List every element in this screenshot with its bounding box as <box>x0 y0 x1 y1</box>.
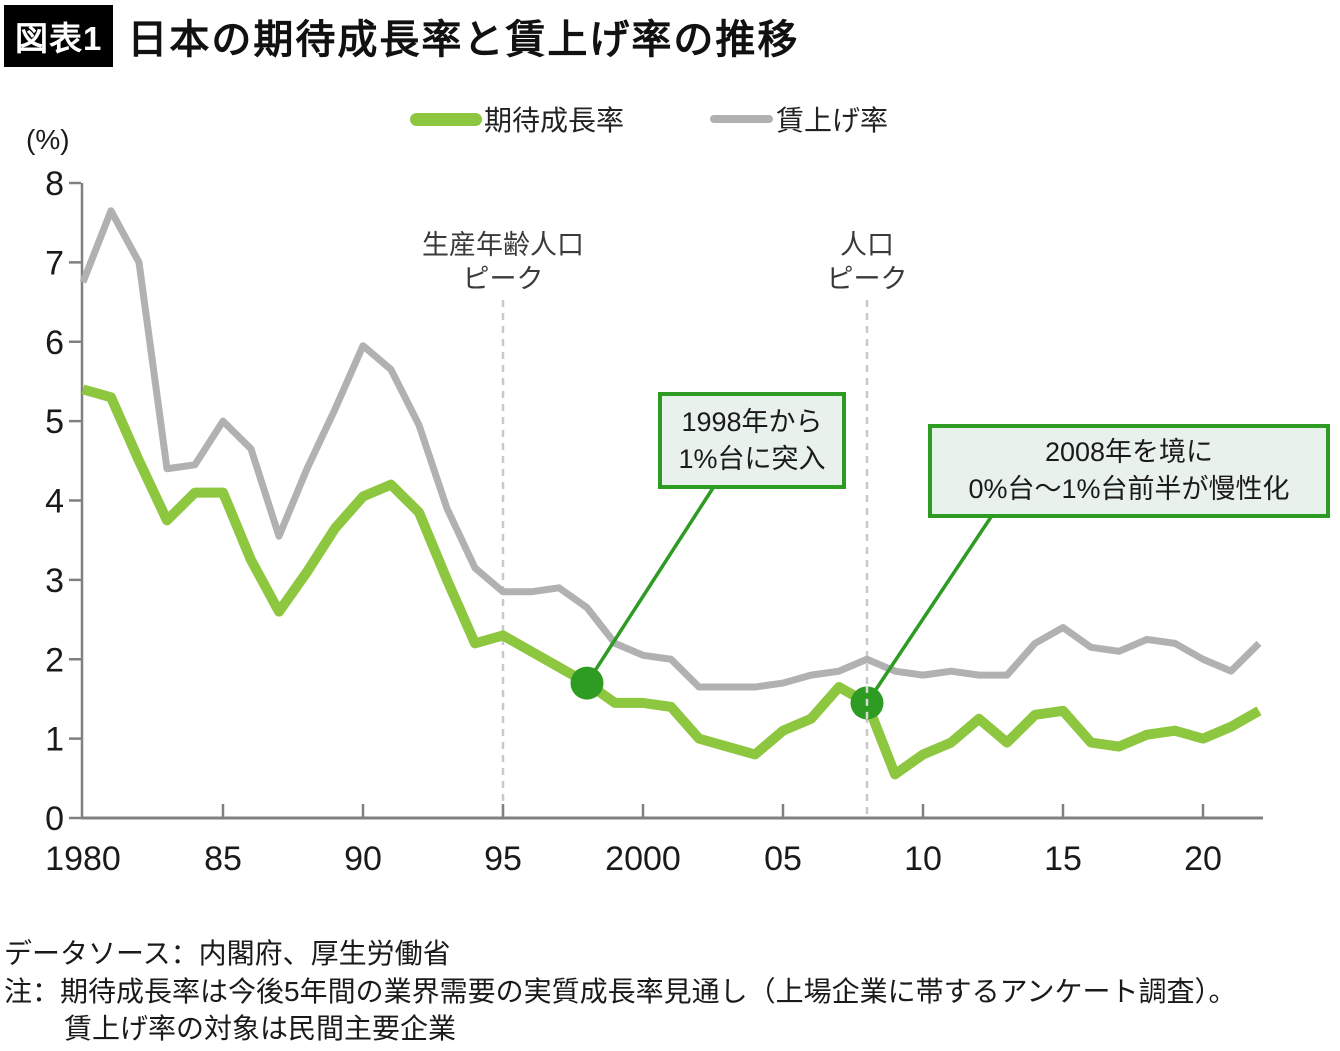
callout-1998: 1998年から 1%台に突入 <box>658 392 846 489</box>
figure-tag: 図表1 <box>4 5 114 67</box>
marker-1998 <box>570 666 604 700</box>
vline-label-line2: ピーク <box>826 264 908 294</box>
callout-2008: 2008年を境に 0%台～1%台前半が慢性化 <box>928 424 1330 518</box>
vline-label-population-peak: 人口 ピーク <box>787 228 947 296</box>
vline-label-line1: 生産年齢人口 <box>422 230 584 260</box>
y-tick-label: 4 <box>45 483 64 521</box>
wage-hike-line <box>79 207 1262 691</box>
legend: 期待成長率 賃上げ率 <box>410 99 888 139</box>
header: 図表1 日本の期待成長率と賃上げ率の推移 <box>4 5 799 67</box>
wage-line-swatch-icon <box>710 115 774 123</box>
legend-item-wage: 賃上げ率 <box>710 99 888 139</box>
x-tick-label: 15 <box>1044 840 1082 878</box>
callout-text-line2: 0%台～1%台前半が慢性化 <box>968 474 1290 504</box>
callout-text-line1: 2008年を境に <box>1044 437 1214 467</box>
x-tick-label: 2000 <box>605 840 681 878</box>
y-tick-label: 2 <box>45 641 64 679</box>
legend-item-growth: 期待成長率 <box>410 99 624 139</box>
y-tick-label: 6 <box>45 324 64 362</box>
y-axis-unit-label: (%) <box>26 124 70 155</box>
y-tick-label: 3 <box>45 562 64 600</box>
x-tick-label: 20 <box>1184 840 1222 878</box>
legend-label-wage: 賃上げ率 <box>776 105 889 136</box>
legend-label-growth: 期待成長率 <box>484 105 625 136</box>
footnote-1: 注：期待成長率は今後5年間の業界需要の実質成長率見通し（上場企業に帯するアンケー… <box>4 976 1237 1007</box>
x-tick-label: 10 <box>904 840 942 878</box>
x-tick-label: 05 <box>764 840 802 878</box>
callout-connector-1 <box>585 487 715 685</box>
data-source-note: データソース：内閣府、厚生労働省 <box>4 938 451 969</box>
x-tick-label: 1980 <box>45 840 121 878</box>
footnote-2: 賃上げ率の対象は民間主要企業 <box>64 1013 457 1044</box>
callout-text-line1: 1998年から <box>681 406 823 437</box>
callout-connector-2 <box>865 516 993 704</box>
vline-label-line1: 人口 <box>840 230 894 260</box>
vline-label-line2: ピーク <box>462 264 544 294</box>
y-tick-label: 5 <box>45 403 64 441</box>
expected-growth-line <box>81 384 1262 780</box>
y-tick-label: 1 <box>45 721 64 759</box>
y-tick-label: 8 <box>45 165 64 203</box>
y-tick-label: 7 <box>45 244 64 282</box>
vline-label-working-age-peak: 生産年齢人口 ピーク <box>393 228 613 296</box>
page-title: 日本の期待成長率と賃上げ率の推移 <box>127 18 800 62</box>
y-tick-label: 0 <box>45 800 64 838</box>
x-tick-label: 90 <box>344 840 382 878</box>
growth-line-swatch-icon <box>410 112 482 126</box>
callout-text-line2: 1%台に突入 <box>678 443 826 474</box>
x-tick-label: 85 <box>204 840 242 878</box>
x-tick-label: 95 <box>484 840 522 878</box>
